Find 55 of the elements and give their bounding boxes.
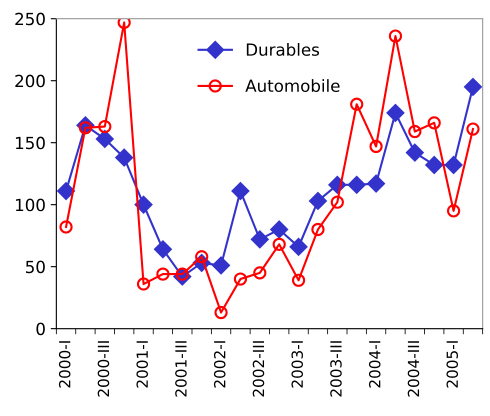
point xyxy=(290,238,308,256)
point xyxy=(292,274,306,287)
point xyxy=(466,122,480,136)
point xyxy=(232,182,250,200)
point xyxy=(369,140,383,154)
x-tick-label: 2004-I xyxy=(368,341,381,388)
point xyxy=(464,78,482,96)
point xyxy=(115,148,134,166)
x-tick-label: 2001-I xyxy=(136,341,148,388)
y-tick-label: 50 xyxy=(26,260,45,274)
y-tick-label: 150 xyxy=(16,136,45,150)
point xyxy=(348,176,366,194)
point xyxy=(96,130,114,148)
x-tick-label: 2002-I xyxy=(214,341,226,388)
point xyxy=(444,156,462,174)
point xyxy=(388,29,402,43)
point xyxy=(253,266,266,280)
point xyxy=(212,256,230,274)
legend-label: Durables xyxy=(246,43,320,56)
point xyxy=(57,182,75,200)
y-tick-label: 0 xyxy=(36,322,45,336)
point xyxy=(408,124,422,138)
point xyxy=(270,220,288,238)
point xyxy=(156,267,170,281)
point xyxy=(234,272,248,286)
point xyxy=(154,240,172,258)
point xyxy=(350,98,364,111)
point xyxy=(309,192,327,210)
x-tick-label: 2004-III xyxy=(408,341,420,397)
y-tick-label: 200 xyxy=(15,74,45,88)
legend-label: Automobile xyxy=(245,79,340,92)
point xyxy=(446,204,460,218)
point xyxy=(386,104,404,122)
point xyxy=(214,306,228,320)
point xyxy=(311,222,325,236)
point xyxy=(250,230,269,248)
point xyxy=(425,156,444,174)
y-tick-label: 100 xyxy=(16,198,45,212)
point xyxy=(98,120,112,134)
point xyxy=(406,144,424,162)
y-tick-label: 250 xyxy=(15,12,45,26)
point xyxy=(136,277,150,291)
point xyxy=(367,174,385,192)
x-tick-label: 2003-III xyxy=(330,341,342,397)
x-tick-label: 2001-III xyxy=(175,341,187,397)
point xyxy=(272,238,286,251)
x-tick-label: 2005-I xyxy=(446,341,458,388)
point xyxy=(59,220,73,234)
x-tick-label: 2002-III xyxy=(252,341,264,397)
point xyxy=(134,196,152,214)
point xyxy=(330,196,344,209)
x-tick-label: 2003-I xyxy=(291,341,303,388)
point xyxy=(428,116,441,130)
x-tick-label: 2000-I xyxy=(58,341,70,388)
x-tick-label: 2000-III xyxy=(98,341,110,397)
